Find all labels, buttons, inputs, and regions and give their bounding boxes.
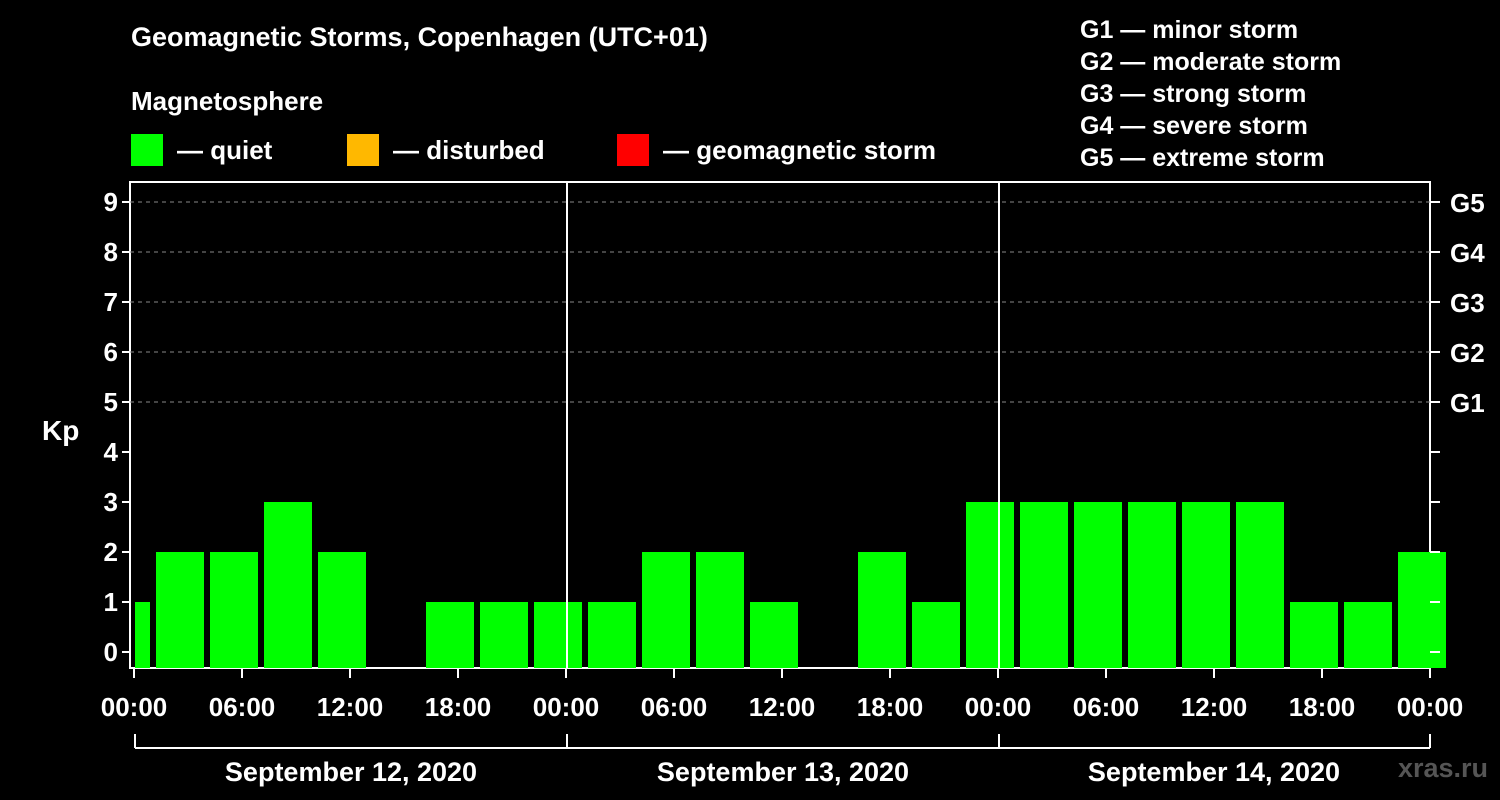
x-tick-label: 18:00: [857, 692, 924, 722]
x-tick-label: 06:00: [641, 692, 708, 722]
legend-label-storm: — geomagnetic storm: [663, 134, 937, 165]
kp-bar: [534, 602, 582, 668]
y-tick-label: 5: [104, 387, 118, 417]
x-tick-label: 00:00: [101, 692, 168, 722]
legend-label-quiet: — quiet: [177, 134, 273, 165]
y-tick-label: 6: [104, 337, 118, 367]
day-label: September 14, 2020: [1088, 757, 1340, 787]
kp-bar: [750, 602, 798, 668]
right-tick-label-g2: G2: [1450, 338, 1485, 368]
day-label: September 13, 2020: [657, 757, 909, 787]
kp-bar: [1398, 552, 1446, 668]
y-tick-label: 8: [104, 237, 118, 267]
kp-bar: [210, 552, 258, 668]
x-tick-label: 12:00: [317, 692, 384, 722]
y-tick-label: 7: [104, 287, 118, 317]
y-tick-label: 9: [104, 187, 118, 217]
x-tick-label: 18:00: [425, 692, 492, 722]
x-tick-label: 18:00: [1289, 692, 1356, 722]
x-tick-label: 12:00: [749, 692, 816, 722]
chart-subtitle: Magnetosphere: [131, 86, 324, 116]
legend-swatch-disturbed: [347, 134, 379, 166]
kp-bar: [858, 552, 906, 668]
kp-bar: [426, 602, 474, 668]
legend-swatch-quiet: [131, 134, 163, 166]
source-watermark: xras.ru: [1397, 753, 1488, 783]
kp-bar: [1290, 602, 1338, 668]
storm-scale-g1: G1 — minor storm: [1080, 16, 1299, 44]
kp-bar: [480, 602, 528, 668]
y-axis-label: Kp: [42, 415, 79, 446]
storm-scale-g4: G4 — severe storm: [1080, 112, 1308, 140]
x-tick-label: 06:00: [209, 692, 276, 722]
kp-bar: [1182, 502, 1230, 668]
x-tick-label: 12:00: [1181, 692, 1248, 722]
x-tick-label: 00:00: [1397, 692, 1464, 722]
kp-bar: [1074, 502, 1122, 668]
kp-bar: [642, 552, 690, 668]
legend-label-disturbed: — disturbed: [393, 134, 545, 165]
x-tick-label: 00:00: [965, 692, 1032, 722]
y-tick-label: 1: [104, 587, 118, 617]
x-tick-label: 06:00: [1073, 692, 1140, 722]
legend-disturbed: — disturbed: [347, 133, 545, 167]
storm-scale-legend: G1 — minor storm G2 — moderate storm G3 …: [1080, 14, 1356, 174]
kp-bar: [264, 502, 312, 668]
storm-scale-g5: G5 — extreme storm: [1080, 144, 1325, 172]
kp-bar: [966, 502, 1014, 668]
right-tick-label-g1: G1: [1450, 388, 1485, 418]
kp-bar: [1128, 502, 1176, 668]
kp-bar: [588, 602, 636, 668]
y-tick-label: 4: [104, 437, 119, 467]
legend-quiet: — quiet: [131, 133, 272, 167]
kp-bar: [1236, 502, 1284, 668]
kp-bar: [1344, 602, 1392, 668]
right-tick-label-g4: G4: [1450, 238, 1485, 268]
storm-scale-g3: G3 — strong storm: [1080, 80, 1307, 108]
y-tick-label: 3: [104, 487, 118, 517]
day-label: September 12, 2020: [225, 757, 477, 787]
right-tick-label-g5: G5: [1450, 188, 1485, 218]
kp-bar: [156, 552, 204, 668]
kp-bar: [318, 552, 366, 668]
kp-bar: [696, 552, 744, 668]
y-tick-label: 2: [104, 537, 118, 567]
kp-bar: [1020, 502, 1068, 668]
kp-bar: [912, 602, 960, 668]
legend-storm: — geomagnetic storm: [617, 133, 936, 167]
legend-swatch-storm: [617, 134, 649, 166]
right-tick-label-g3: G3: [1450, 288, 1485, 318]
x-tick-label: 00:00: [533, 692, 600, 722]
kp-bar: [135, 602, 150, 668]
chart-title: Geomagnetic Storms, Copenhagen (UTC+01): [131, 22, 708, 52]
y-tick-label: 0: [104, 637, 118, 667]
storm-scale-g2: G2 — moderate storm: [1080, 48, 1342, 76]
